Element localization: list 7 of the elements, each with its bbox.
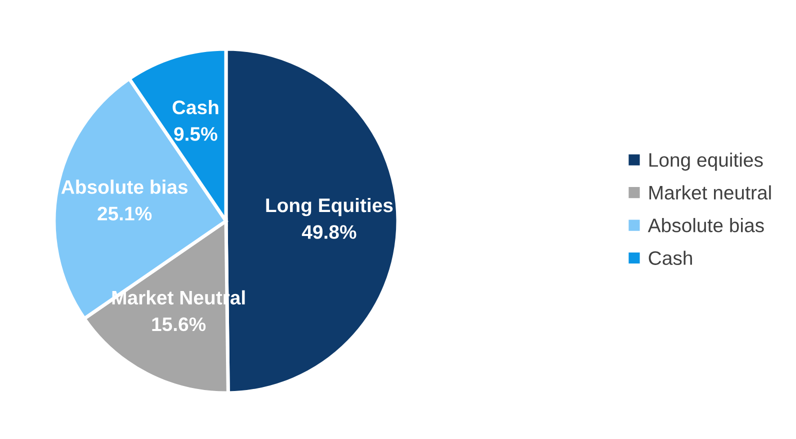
legend-label: Market neutral <box>649 185 771 200</box>
legend-label: Cash <box>648 250 692 266</box>
data-label: Long Equities 49.8% <box>266 198 393 239</box>
legend-label: Long equities <box>649 152 763 171</box>
data-label: Absolute bias 25.1% <box>61 180 188 220</box>
legend-label: Absolute bias <box>648 218 764 232</box>
data-label: Cash 9.5% <box>172 100 218 141</box>
